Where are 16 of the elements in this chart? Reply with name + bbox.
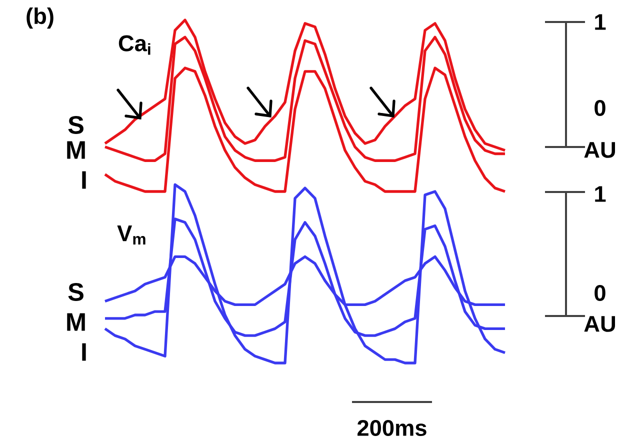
text: AU <box>584 316 615 332</box>
series-label: S <box>68 116 84 134</box>
annotation: V$_{m}$ <box>117 225 146 245</box>
series-label: I <box>82 171 86 189</box>
text: AU <box>584 142 615 158</box>
annotation: Ca$_{i}$ <box>118 35 150 55</box>
chart-title: (b) <box>26 7 54 29</box>
text: 200ms <box>358 420 426 436</box>
text: 1 <box>595 186 606 202</box>
text: 0 <box>594 100 606 116</box>
series-label: I <box>82 343 86 361</box>
series-label: S <box>68 283 84 301</box>
text: 0 <box>594 284 606 302</box>
series-label: M <box>67 313 85 331</box>
text: 1 <box>595 14 606 30</box>
series-label: M <box>67 141 85 159</box>
